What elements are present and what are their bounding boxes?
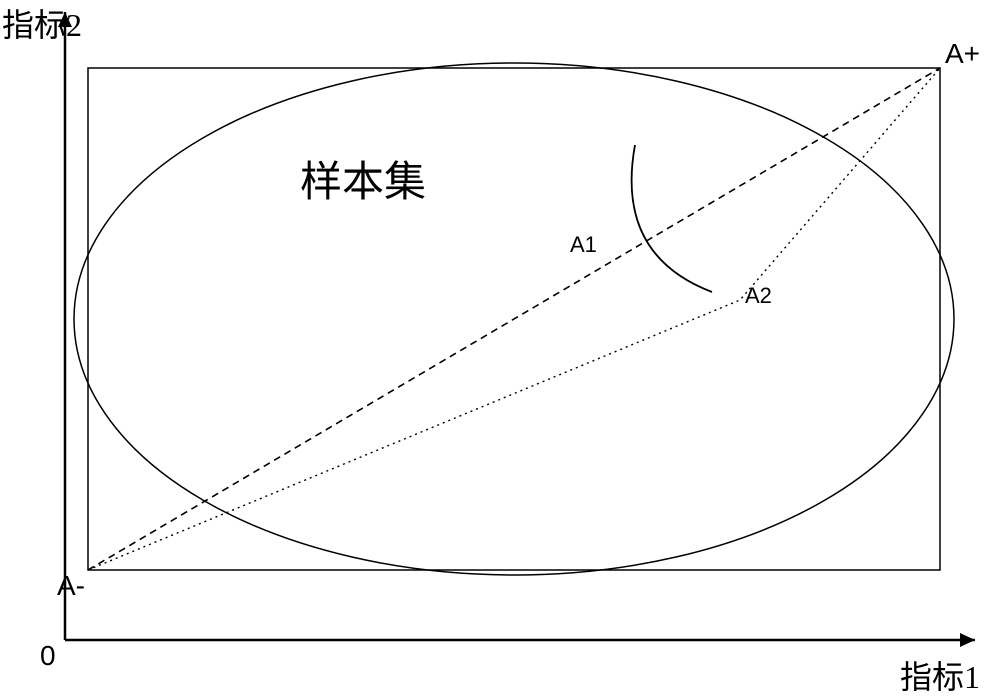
y-axis-label: 指标2 <box>2 0 82 46</box>
closeness-arc <box>632 145 712 292</box>
x-axis-label: 指标1 <box>900 652 980 698</box>
diagonal-dashed-line <box>88 68 940 570</box>
origin-label: 0 <box>40 640 56 672</box>
a1-label: A1 <box>570 232 597 258</box>
sample-set-label: 样本集 <box>300 148 426 209</box>
a2-label: A2 <box>745 283 772 309</box>
axes-group <box>58 12 975 647</box>
diagram-container: 指标2 指标1 0 A+ A- A1 A2 样本集 <box>0 0 1000 695</box>
a-minus-label: A- <box>57 570 85 602</box>
diagram-svg <box>0 0 1000 695</box>
a-plus-label: A+ <box>945 38 980 70</box>
x-axis-arrow <box>960 633 975 647</box>
